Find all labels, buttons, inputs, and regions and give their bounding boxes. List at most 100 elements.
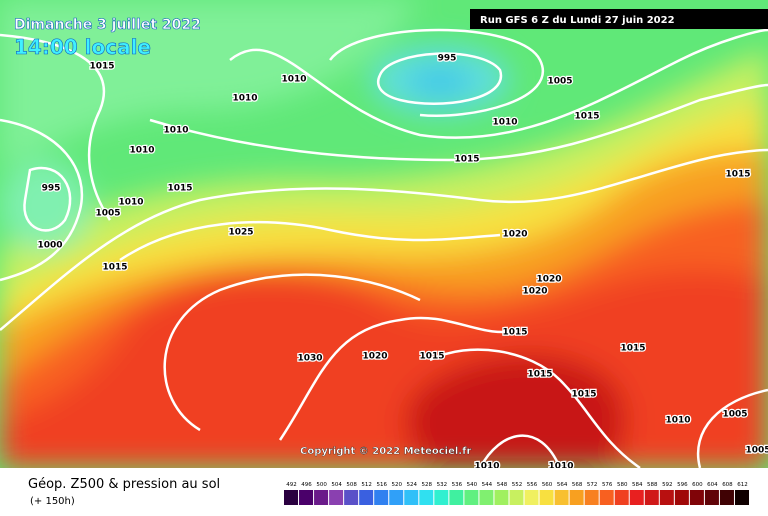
scale-label: 612 [737, 482, 748, 488]
isobar-label: 1030 [297, 354, 322, 364]
isobar-label: 1005 [745, 446, 768, 456]
scale-label: 520 [391, 482, 402, 488]
scale-label: 528 [422, 482, 433, 488]
map: 1015101099510051010101510101010101010151… [0, 0, 768, 472]
run-info: Run GFS 6 Z du Lundi 27 juin 2022 [480, 15, 675, 26]
scale-swatch [629, 490, 644, 505]
scale-swatch [509, 490, 524, 505]
scale-swatch [479, 490, 494, 505]
scale-swatch [299, 490, 314, 505]
scale-swatch [719, 490, 734, 505]
scale-label: 524 [407, 482, 418, 488]
isobar-label: 1020 [536, 275, 561, 285]
scale-swatch [659, 490, 674, 505]
scale-swatch [464, 490, 479, 505]
scale-swatch [404, 490, 419, 505]
scale-label: 552 [512, 482, 523, 488]
scale-swatch [314, 490, 329, 505]
scale-swatch [674, 490, 689, 505]
scale-swatch [539, 490, 554, 505]
scale-label: 532 [437, 482, 448, 488]
scale-label: 600 [692, 482, 703, 488]
isobar-label: 1010 [548, 462, 573, 472]
scale-swatch [524, 490, 539, 505]
isobar-label: 1015 [502, 328, 527, 338]
scale-label: 584 [632, 482, 643, 488]
isobar-label: 1010 [118, 198, 143, 208]
isobar-label: 1025 [228, 228, 253, 238]
isobar-label: 1010 [665, 416, 690, 426]
scale-swatch [389, 490, 404, 505]
isobar-label: 1010 [474, 462, 499, 472]
isobar-label: 1010 [281, 75, 306, 85]
scale-label: 560 [542, 482, 553, 488]
scale-swatch [374, 490, 389, 505]
scale-swatch [344, 490, 359, 505]
isobars [0, 28, 768, 468]
scale-label: 512 [361, 482, 372, 488]
scale-label: 548 [497, 482, 508, 488]
scale-swatch [494, 490, 509, 505]
isobar-label: 1015 [527, 370, 552, 380]
isobar-label: 1015 [571, 390, 596, 400]
scale-swatch [329, 490, 344, 505]
isobar-label: 1010 [129, 146, 154, 156]
scale-label: 492 [286, 482, 297, 488]
scale-label: 516 [376, 482, 387, 488]
scale-label: 580 [617, 482, 628, 488]
isobar-label: 1020 [522, 287, 547, 297]
scale-swatch [434, 490, 449, 505]
scale-swatch [569, 490, 584, 505]
scale-swatch [584, 490, 599, 505]
isobar-label: 1020 [362, 352, 387, 362]
scale-label: 572 [587, 482, 598, 488]
isobar-labels: 1015101099510051010101510101010101010151… [36, 52, 768, 472]
isobar-label: 1005 [722, 410, 747, 420]
isobar-label: 1015 [102, 263, 127, 273]
isobar-label: 995 [438, 54, 457, 64]
scale-swatch [644, 490, 659, 505]
scale-swatch [359, 490, 374, 505]
isobar-label: 1005 [95, 209, 120, 219]
isobar-label: 1015 [419, 352, 444, 362]
forecast-time: 14:00 locale [14, 35, 151, 59]
scale-label: 564 [557, 482, 568, 488]
scale-label: 504 [331, 482, 342, 488]
forecast-date: Dimanche 3 juillet 2022 [14, 17, 201, 33]
scale-swatch [554, 490, 569, 505]
scale-label: 608 [722, 482, 733, 488]
isobar-label: 1015 [89, 62, 114, 72]
lead-time: (+ 150h) [30, 496, 75, 507]
scale-swatch [734, 490, 749, 505]
scale-swatch [599, 490, 614, 505]
map-title: Géop. Z500 & pression au sol [28, 477, 220, 492]
scale-label: 508 [346, 482, 357, 488]
scale-label: 596 [677, 482, 688, 488]
isobar-label: 1015 [454, 155, 479, 165]
scale-label: 568 [572, 482, 583, 488]
isobar-label: 1015 [574, 112, 599, 122]
scale-label: 576 [602, 482, 613, 488]
scale-label: 500 [316, 482, 327, 488]
scale-swatch [419, 490, 434, 505]
isobar-label: 1005 [547, 77, 572, 87]
scale-label: 544 [482, 482, 493, 488]
scale-label: 496 [301, 482, 312, 488]
copyright: Copyright © 2022 Meteociel.fr [300, 446, 471, 457]
isobar-label: 1015 [167, 184, 192, 194]
isobar-label: 1010 [492, 118, 517, 128]
isobar-label: 995 [42, 184, 61, 194]
scale-label: 592 [662, 482, 673, 488]
isobar-label: 1010 [163, 126, 188, 136]
isobar-label: 1010 [232, 94, 257, 104]
scale-swatch [449, 490, 464, 505]
isobar-label: 1000 [37, 241, 62, 251]
scale-swatch [614, 490, 629, 505]
scale-swatch [284, 490, 299, 505]
isobar-label: 1020 [502, 230, 527, 240]
scale-label: 536 [452, 482, 463, 488]
scale-label: 604 [707, 482, 718, 488]
scale-label: 556 [527, 482, 538, 488]
scale-label: 588 [647, 482, 658, 488]
